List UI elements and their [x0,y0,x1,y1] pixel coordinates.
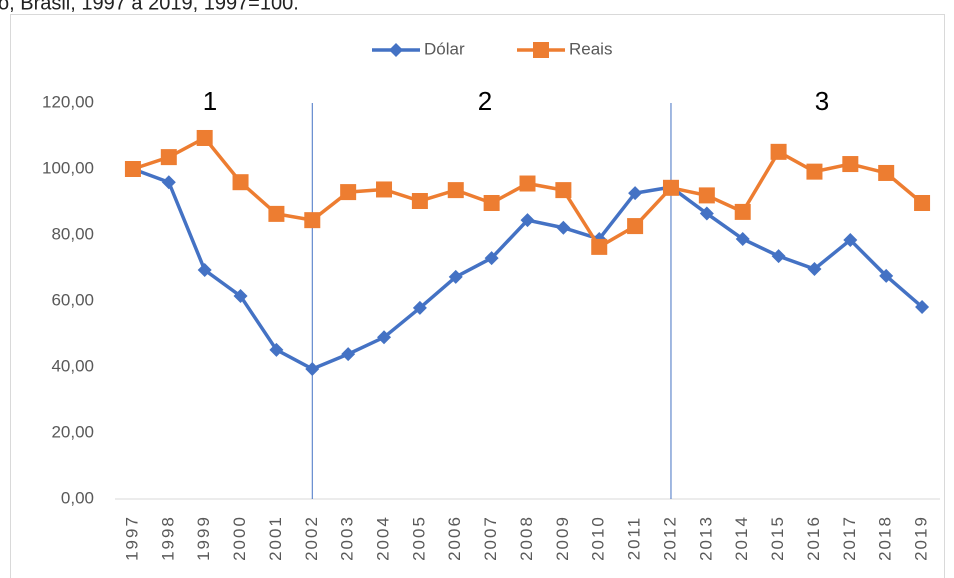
point [843,232,858,247]
x-tick-label: 1999 [194,515,213,561]
point [412,300,427,315]
x-tick-label: 2013 [696,515,715,561]
point [699,206,714,221]
x-tick-label: 2016 [804,515,823,561]
x-tick-label: 2012 [660,515,679,561]
y-tick-label: 20,00 [51,422,94,441]
x-tick-label: 2014 [732,515,751,561]
point [735,231,750,246]
y-tick-label: 60,00 [51,290,94,309]
y-tick-label: 0,00 [61,488,94,507]
point [305,361,320,376]
period-label: 2 [478,86,492,116]
point [304,212,321,229]
point [161,175,176,190]
x-tick-label: 2009 [553,515,572,561]
point [340,184,357,201]
series-line [132,167,924,371]
point [770,143,787,160]
x-tick-label: 2010 [589,515,608,561]
point [555,182,572,199]
point [483,194,500,211]
point [806,163,823,180]
point [842,156,859,173]
point [628,186,643,201]
y-tick-label: 100,00 [42,158,94,177]
point [520,213,535,228]
x-tick-label: 2002 [302,515,321,561]
point [662,179,679,196]
x-tick-label: 2003 [338,515,357,561]
x-tick-label: 2011 [625,516,644,561]
point [484,251,499,266]
point [377,330,392,345]
point [879,268,894,283]
legend-label: Dólar [424,39,465,58]
y-tick-label: 120,00 [42,92,94,111]
point [389,43,403,57]
x-tick-label: 2008 [517,515,536,561]
point [878,164,895,181]
point [233,289,248,304]
legend-label: Reais [569,39,612,58]
chart-border [10,14,945,578]
x-tick-label: 2018 [876,515,895,561]
x-tick-label: 2007 [481,515,500,561]
point [196,129,213,146]
point [519,175,536,192]
x-tick-label: 2006 [445,515,464,561]
point [124,161,141,177]
point [268,205,285,222]
x-tick-label: 2000 [230,515,249,561]
point [556,220,571,235]
point [591,238,608,255]
x-tick-label: 1997 [122,515,141,561]
x-tick-label: 2005 [409,515,428,561]
period-label: 3 [815,86,829,116]
point [533,42,549,58]
point [232,174,249,191]
point [807,261,822,276]
point [627,218,644,235]
y-tick-label: 80,00 [51,224,94,243]
x-tick-label: 2017 [840,515,859,561]
x-tick-label: 1998 [158,515,177,561]
x-tick-label: 2004 [374,515,393,561]
chart-subtitle: o, Brasil, 1997 a 2019, 1997=100. [0,0,299,14]
point [914,194,931,211]
point [698,187,715,204]
point [771,249,786,264]
series-line [132,135,924,250]
point [160,149,177,166]
point [341,347,356,362]
point [376,181,393,198]
point [734,203,751,220]
point [411,193,428,210]
x-tick-label: 2001 [266,515,285,561]
x-tick-label: 2019 [912,515,931,561]
point [447,182,464,199]
point [269,342,284,357]
point [197,262,212,277]
point [448,269,463,284]
point [915,299,930,314]
y-tick-label: 40,00 [51,356,94,375]
x-tick-label: 2015 [768,515,787,561]
period-label: 1 [203,86,217,116]
